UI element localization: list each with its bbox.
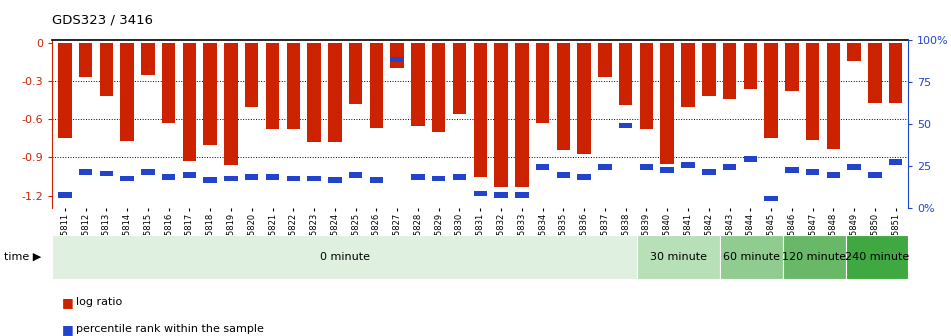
Bar (681, 43, 695, 107)
Bar (702, 43, 715, 96)
Bar (411, 174, 425, 180)
Bar (556, 43, 570, 150)
Bar (661, 43, 674, 164)
Bar (495, 192, 508, 198)
Bar (58, 192, 71, 198)
Bar (535, 164, 550, 170)
Bar (619, 123, 632, 128)
Bar (245, 43, 259, 107)
Bar (474, 191, 487, 196)
Bar (265, 174, 280, 180)
Bar (783, 235, 845, 279)
Bar (245, 174, 259, 180)
Bar (515, 192, 529, 198)
Bar (52, 235, 637, 279)
Bar (224, 176, 238, 181)
Bar (535, 43, 550, 123)
Bar (702, 169, 715, 175)
Text: 60 minute: 60 minute (723, 252, 780, 262)
Bar (453, 43, 466, 114)
Bar (307, 43, 320, 142)
Bar (328, 177, 341, 183)
Bar (598, 164, 611, 170)
Bar (453, 174, 466, 180)
Bar (826, 43, 840, 149)
Bar (100, 43, 113, 96)
Bar (640, 164, 653, 170)
Bar (79, 43, 92, 77)
Bar (141, 169, 155, 175)
Bar (411, 43, 425, 126)
Text: log ratio: log ratio (76, 297, 123, 307)
Bar (681, 162, 695, 168)
Bar (100, 171, 113, 176)
Bar (786, 43, 799, 91)
Text: percentile rank within the sample: percentile rank within the sample (76, 324, 264, 334)
Bar (640, 43, 653, 129)
Bar (265, 43, 280, 129)
Text: 240 minute: 240 minute (844, 252, 909, 262)
Bar (286, 176, 300, 181)
Bar (432, 43, 445, 132)
Bar (224, 43, 238, 165)
Bar (577, 174, 591, 180)
Bar (826, 172, 840, 178)
Bar (847, 43, 861, 61)
Bar (765, 43, 778, 138)
Bar (515, 43, 529, 187)
Bar (889, 43, 902, 103)
Bar (204, 177, 217, 183)
Text: GDS323 / 3416: GDS323 / 3416 (52, 13, 153, 27)
Bar (598, 43, 611, 77)
Bar (637, 235, 720, 279)
Bar (121, 176, 134, 181)
Bar (847, 164, 861, 170)
Bar (370, 177, 383, 183)
Bar (744, 43, 757, 89)
Bar (786, 167, 799, 173)
Bar (720, 235, 783, 279)
Bar (495, 43, 508, 187)
Bar (744, 156, 757, 162)
Bar (79, 169, 92, 175)
Bar (474, 43, 487, 176)
Text: ■: ■ (62, 323, 73, 336)
Bar (556, 172, 570, 178)
Bar (349, 43, 362, 104)
Bar (391, 43, 404, 68)
Bar (619, 43, 632, 105)
Bar (141, 43, 155, 75)
Bar (162, 174, 175, 180)
Bar (868, 43, 882, 103)
Bar (349, 172, 362, 178)
Bar (432, 176, 445, 181)
Text: ■: ■ (62, 296, 73, 309)
Bar (58, 43, 71, 138)
Bar (845, 235, 908, 279)
Bar (162, 43, 175, 123)
Bar (370, 43, 383, 128)
Bar (577, 43, 591, 154)
Text: 30 minute: 30 minute (650, 252, 708, 262)
Bar (805, 43, 820, 139)
Bar (391, 56, 404, 62)
Bar (121, 43, 134, 141)
Bar (328, 43, 341, 142)
Bar (889, 159, 902, 165)
Bar (661, 167, 674, 173)
Bar (723, 43, 736, 99)
Bar (183, 43, 196, 161)
Text: 0 minute: 0 minute (320, 252, 370, 262)
Bar (307, 176, 320, 181)
Text: time ▶: time ▶ (4, 252, 41, 262)
Bar (723, 164, 736, 170)
Text: 120 minute: 120 minute (783, 252, 846, 262)
Bar (204, 43, 217, 145)
Bar (868, 172, 882, 178)
Bar (765, 196, 778, 201)
Bar (183, 172, 196, 178)
Bar (805, 169, 820, 175)
Bar (286, 43, 300, 129)
